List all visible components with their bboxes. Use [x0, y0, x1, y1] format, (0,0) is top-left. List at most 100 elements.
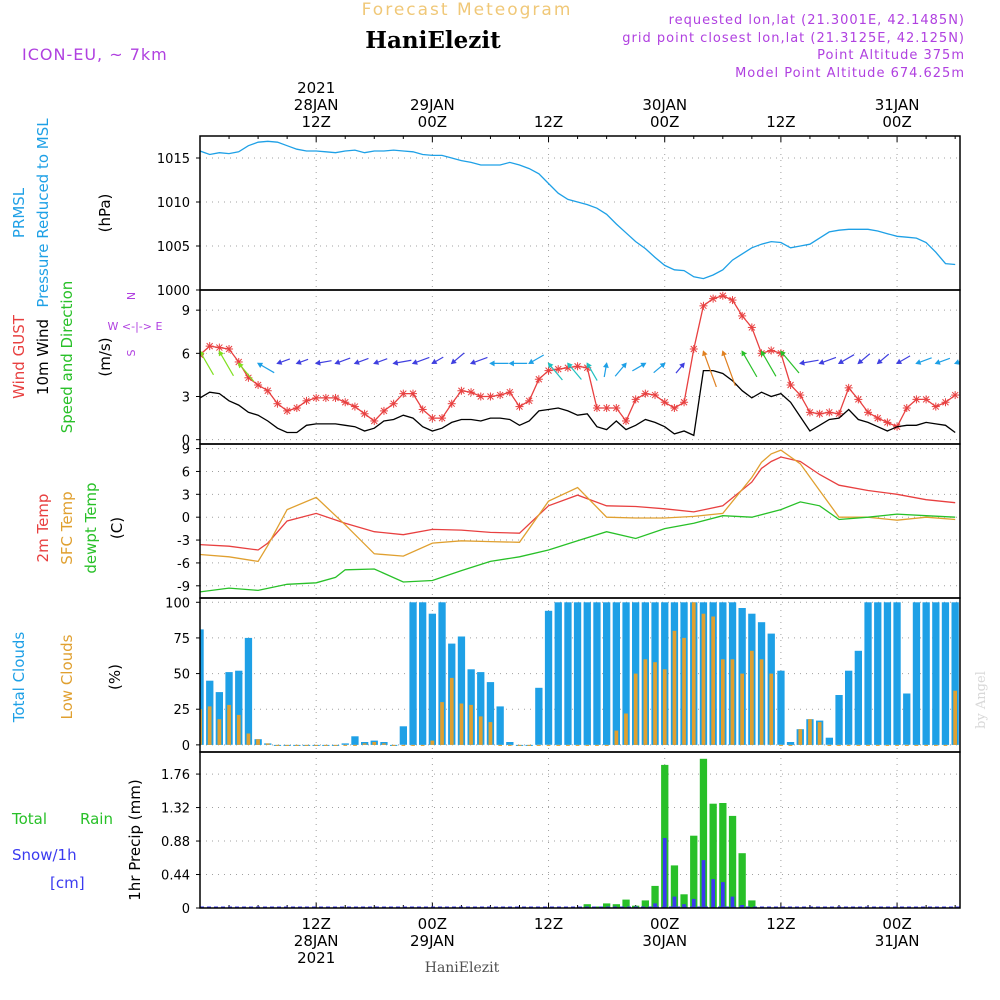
wind-arrow: [314, 359, 332, 366]
bar-low: [362, 743, 367, 745]
plot-wind: [200, 291, 960, 437]
wind-arrow: [334, 357, 351, 365]
bar-low: [265, 743, 270, 745]
bar-low: [904, 744, 909, 746]
bar-low: [875, 744, 880, 746]
wind-arrow: [721, 350, 736, 386]
wind-arrow: [528, 354, 545, 365]
gust-point: [592, 404, 601, 413]
bar-low: [401, 744, 406, 746]
bar-total: [854, 650, 862, 745]
bar-low: [498, 744, 502, 746]
gust-point: [215, 343, 224, 352]
ytick-label: 1.32: [161, 802, 190, 817]
bar-low: [943, 744, 948, 746]
wind-arrow: [392, 359, 412, 366]
bar-total: [893, 602, 901, 745]
gust-point: [205, 342, 214, 351]
panel-frame: [199, 443, 961, 599]
cloud-label: Low Clouds: [58, 634, 76, 719]
bar-low: [585, 744, 590, 746]
legend-cm: [cm]: [50, 874, 85, 892]
gust-point: [834, 409, 843, 418]
model-altitude: Model Point Altitude 674.625m: [735, 66, 965, 81]
gust-point: [331, 393, 340, 402]
requested-coords: requested lon,lat (21.3001E, 42.1485N): [669, 13, 965, 28]
gust-point: [360, 409, 369, 418]
bar-total: [728, 815, 737, 908]
bar-total: [457, 636, 466, 745]
bar-total: [670, 865, 679, 908]
gust-point: [428, 414, 437, 423]
wind-arrow: [276, 358, 291, 365]
bottom-time-label: 2021: [297, 949, 335, 967]
ytick-label: 9: [182, 443, 190, 458]
gust-point: [389, 399, 398, 408]
bar-low: [527, 744, 531, 746]
wind-arrow: [934, 357, 951, 365]
temp-label: SFC Temp: [58, 491, 76, 564]
bar-low: [759, 659, 764, 745]
bar-total: [438, 602, 446, 745]
ytick-label: -6: [177, 557, 190, 572]
bar-low: [846, 744, 851, 746]
series-line-dewpt: [200, 501, 956, 593]
bar-low: [614, 730, 619, 745]
bar-low: [420, 744, 425, 746]
bar-total: [748, 900, 756, 908]
bar-total: [419, 602, 427, 745]
bar-snow: [682, 904, 686, 908]
wind-arrow: [353, 357, 369, 365]
gust-point: [544, 366, 553, 375]
gust-point: [254, 380, 263, 389]
bar-low: [653, 662, 657, 745]
bar-low: [517, 744, 522, 746]
bar-low: [275, 744, 280, 746]
gust-point: [621, 416, 630, 425]
bar-low: [701, 613, 706, 745]
bar-low: [856, 744, 861, 746]
bar-low: [682, 637, 686, 745]
wind-arrow: [508, 360, 528, 367]
wind-arrow: [218, 350, 234, 377]
point-altitude: Point Altitude 375m: [817, 48, 965, 63]
plot-precipitation: [200, 758, 960, 908]
bar-low: [691, 602, 696, 745]
legend-snow: Snow/1h: [12, 846, 77, 864]
wind-arrow: [373, 358, 388, 365]
bar-snow: [701, 860, 706, 908]
bar-low: [488, 722, 493, 745]
top-time-label: 28JAN: [294, 96, 339, 114]
gust-point: [660, 398, 669, 407]
chart-title: Forecast Meteogram: [362, 0, 573, 20]
bar-total: [428, 613, 436, 745]
gust-point: [554, 365, 563, 374]
wind-label: 10m Wind: [34, 319, 52, 395]
ytick-label: 1000: [157, 284, 190, 299]
bar-total: [883, 602, 892, 745]
gust-point: [534, 375, 543, 384]
bar-low: [304, 744, 309, 746]
bar-low: [769, 673, 774, 745]
bar-total: [690, 835, 698, 908]
bar-total: [786, 742, 795, 745]
bar-low: [914, 744, 919, 746]
ytick-label: 0: [182, 434, 190, 449]
gust-point: [689, 345, 698, 354]
wind-arrow: [257, 362, 275, 374]
wind-arrow: [431, 356, 444, 365]
compass-we: W <-|-> E: [108, 320, 163, 333]
bar-snow: [653, 903, 657, 908]
bar-total: [951, 602, 959, 745]
compass-n: N: [125, 292, 138, 300]
station-name: HaniElezit: [365, 27, 501, 54]
bar-total: [573, 602, 582, 745]
bar-snow: [711, 879, 715, 908]
bar-low: [934, 744, 938, 746]
bar-low: [285, 744, 289, 746]
bar-total: [544, 610, 553, 745]
ytick-label: 0: [182, 902, 190, 917]
bar-total: [564, 602, 572, 745]
ytick-label: -9: [177, 580, 190, 595]
bar-low: [217, 719, 222, 745]
